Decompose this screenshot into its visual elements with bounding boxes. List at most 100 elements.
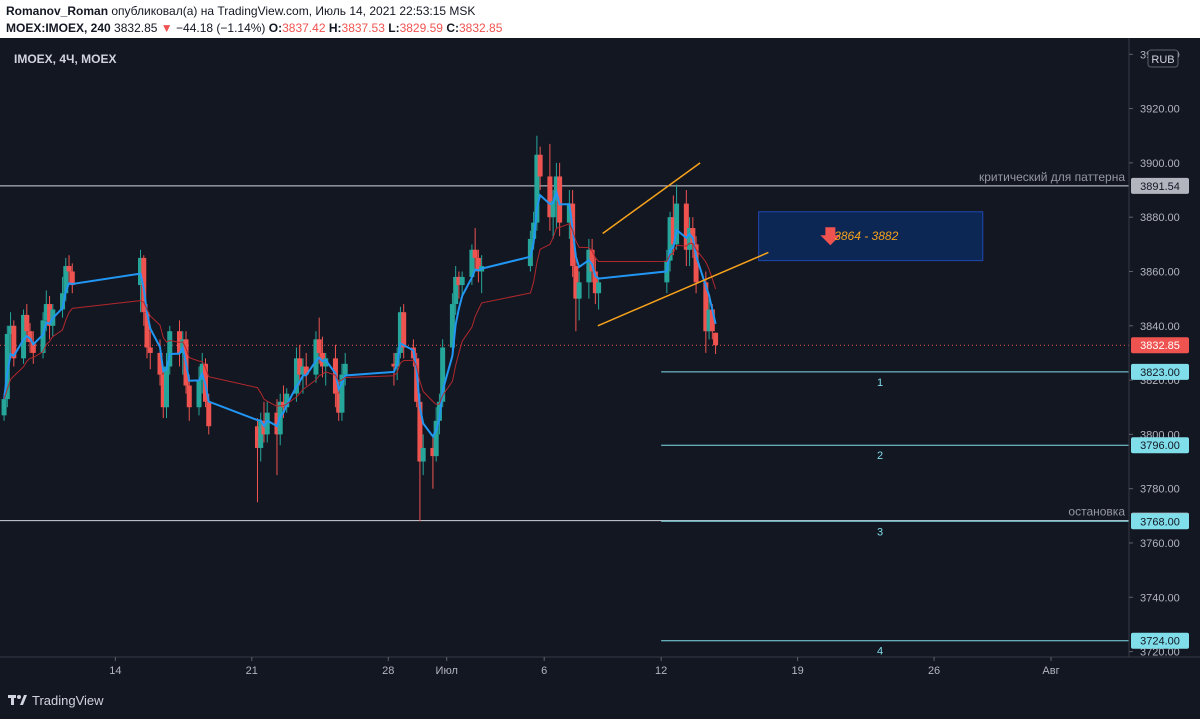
candle-body-34[interactable] (258, 420, 264, 448)
candle-body-56[interactable] (401, 312, 407, 348)
candle-body-66[interactable] (453, 276, 459, 305)
candle-body-74[interactable] (531, 222, 537, 239)
candle-body-86[interactable] (589, 249, 595, 272)
currency-label: RUB (1151, 54, 1174, 66)
candle-body-22[interactable] (160, 374, 166, 408)
ma-slow-line[interactable] (3, 223, 717, 407)
candle-body-76[interactable] (537, 154, 543, 177)
tradingview-brand[interactable]: TradingView (32, 693, 104, 708)
candle-body-94[interactable] (687, 228, 693, 250)
candle-body-80[interactable] (557, 176, 563, 223)
candle-body-9[interactable] (40, 320, 46, 353)
candle-body-43[interactable] (300, 366, 306, 375)
wedge-upper-line[interactable] (602, 162, 701, 235)
candle-body-2[interactable] (4, 333, 10, 400)
candle-body-62[interactable] (433, 420, 439, 457)
author-name[interactable]: Romanov_Roman (6, 4, 109, 18)
level-badge-5-label: 3768.00 (1140, 516, 1180, 528)
candle-body-96[interactable] (693, 244, 699, 283)
candle-body-21[interactable] (157, 352, 163, 375)
candle-body-69[interactable] (469, 249, 475, 277)
candle-body-75[interactable] (534, 154, 540, 223)
candle-body-23[interactable] (164, 366, 170, 408)
target-zone[interactable] (758, 211, 984, 262)
candle-body-55[interactable] (397, 312, 403, 353)
candle-body-1[interactable] (1, 399, 7, 416)
candle-body-15[interactable] (66, 266, 72, 272)
wedge-lower-line[interactable] (597, 251, 769, 327)
candle-body-88[interactable] (596, 282, 602, 294)
candle-body-44[interactable] (303, 366, 309, 375)
candle-body-45[interactable] (313, 339, 319, 375)
candle-body-14[interactable] (63, 266, 69, 294)
candle-body-16[interactable] (69, 271, 75, 286)
candle-body-79[interactable] (553, 176, 559, 201)
candle-body-92[interactable] (674, 203, 680, 245)
x-tick-label-1: 14 (109, 665, 121, 677)
candle-body-87[interactable] (592, 271, 598, 294)
currency-badge[interactable] (1147, 49, 1179, 68)
x-tick-label-4: Июл (436, 665, 458, 677)
x-tick-label-6: 12 (655, 665, 667, 677)
publication-line: Romanov_Roman опубликовал(а) на TradingV… (6, 4, 475, 18)
candle-body-99[interactable] (709, 309, 715, 332)
candle-body-77[interactable] (547, 176, 553, 218)
level-badge-3-label: 3823.00 (1140, 367, 1180, 379)
candle-body-4[interactable] (11, 325, 17, 359)
candle-body-59[interactable] (417, 401, 423, 462)
candle-body-52[interactable] (342, 363, 348, 375)
candle-body-39[interactable] (280, 401, 286, 408)
candle-body-83[interactable] (573, 266, 579, 299)
ma-fast-line[interactable] (3, 188, 717, 439)
candle-body-78[interactable] (550, 200, 556, 218)
candle-body-3[interactable] (8, 325, 14, 334)
candle-body-71[interactable] (475, 257, 481, 272)
candle-body-61[interactable] (430, 447, 436, 457)
chart-area[interactable]: 3864 - 3882 критический для паттерна оста… (0, 38, 1200, 681)
candle-body-5[interactable] (21, 314, 27, 359)
candlestick-chart[interactable]: 3864 - 3882 критический для паттерна оста… (0, 38, 1200, 681)
candle-body-53[interactable] (391, 363, 397, 367)
candle-body-85[interactable] (586, 249, 592, 283)
candle-body-11[interactable] (47, 304, 53, 326)
candle-body-100[interactable] (713, 332, 719, 346)
candle-body-13[interactable] (60, 293, 66, 310)
x-tick-label-5: 6 (541, 665, 547, 677)
candle-body-20[interactable] (147, 347, 153, 353)
candle-body-93[interactable] (683, 203, 689, 250)
y-tick-label-10: 3900.00 (1140, 158, 1180, 170)
candle-body-6[interactable] (24, 314, 30, 332)
candle-body-65[interactable] (449, 304, 455, 348)
candle-body-68[interactable] (459, 276, 465, 286)
candle-body-42[interactable] (297, 358, 303, 375)
candle-body-29[interactable] (196, 380, 202, 408)
candle-body-50[interactable] (336, 393, 342, 413)
candle-body-46[interactable] (316, 339, 322, 353)
candle-body-17[interactable] (138, 257, 144, 286)
candle-body-84[interactable] (576, 282, 582, 299)
candle-body-98[interactable] (706, 309, 712, 332)
candle-body-95[interactable] (690, 228, 696, 245)
candle-body-28[interactable] (186, 385, 192, 408)
candle-body-41[interactable] (293, 358, 299, 394)
candle-body-64[interactable] (440, 347, 446, 402)
candle-body-33[interactable] (254, 426, 260, 448)
candle-body-48[interactable] (323, 358, 329, 367)
candle-body-10[interactable] (43, 304, 49, 321)
candle-body-24[interactable] (167, 331, 173, 367)
candle-body-97[interactable] (703, 282, 709, 332)
candle-body-67[interactable] (456, 276, 462, 286)
candle-body-40[interactable] (284, 393, 290, 408)
candle-body-81[interactable] (566, 203, 572, 223)
candle-body-90[interactable] (667, 217, 673, 261)
candle-body-51[interactable] (339, 374, 345, 413)
level-badge-1-label: 3891.54 (1140, 181, 1180, 193)
candle-body-19[interactable] (144, 312, 150, 348)
candle-body-70[interactable] (472, 249, 478, 258)
candle-body-91[interactable] (670, 217, 676, 245)
candle-body-36[interactable] (264, 412, 270, 435)
candle-body-8[interactable] (30, 342, 36, 353)
candle-body-32[interactable] (206, 401, 212, 427)
candle-body-7[interactable] (27, 331, 33, 343)
candle-body-60[interactable] (420, 447, 426, 462)
